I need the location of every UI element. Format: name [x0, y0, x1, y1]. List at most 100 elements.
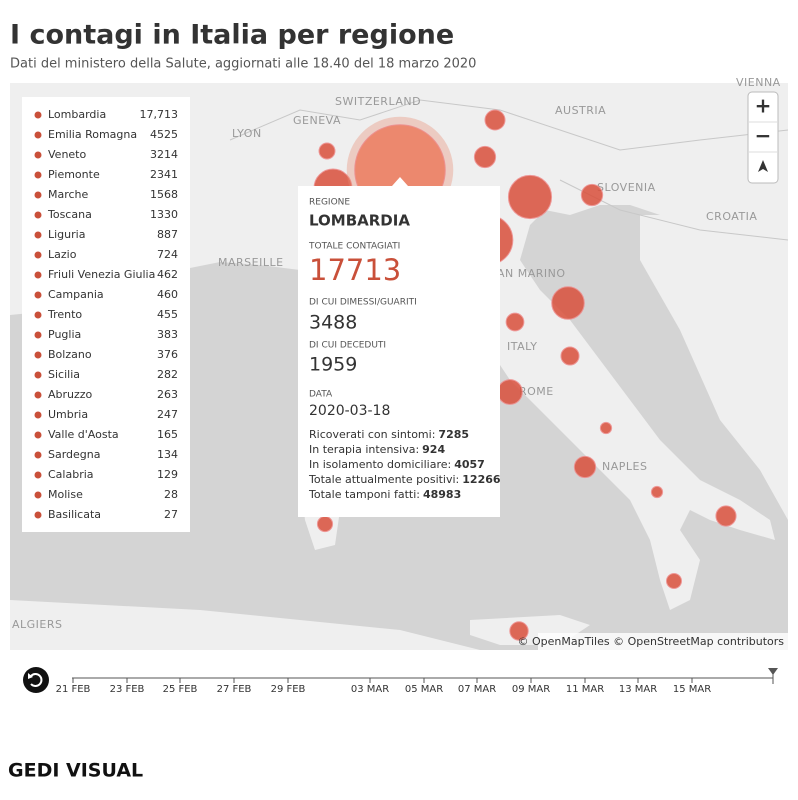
- tooltip-deaths: 1959: [309, 354, 357, 376]
- logo: GEDI VISUAL: [8, 760, 143, 782]
- zoom-controls: + −: [747, 91, 779, 184]
- legend-dot: [34, 111, 42, 119]
- legend-name: Valle d'Aosta: [48, 428, 119, 441]
- legend-value: 134: [157, 448, 178, 461]
- legend-name: Friuli Venezia Giulia: [48, 268, 155, 281]
- timeline: [23, 667, 778, 693]
- bubble: [573, 455, 597, 479]
- legend-name: Marche: [48, 188, 89, 201]
- legend-value: 1568: [150, 188, 178, 201]
- legend-dot: [34, 191, 42, 199]
- legend-dot: [34, 451, 42, 459]
- bubble: [650, 485, 664, 499]
- legend-name: Bolzano: [48, 348, 92, 361]
- legend-value: 247: [157, 408, 178, 421]
- timeline-label: 05 MAR: [405, 684, 443, 695]
- legend-name: Emilia Romagna: [48, 128, 137, 141]
- legend-name: Umbria: [48, 408, 88, 421]
- tooltip-total: 17713: [309, 253, 401, 287]
- place-label: LYON: [232, 127, 262, 140]
- bubble: [505, 312, 525, 332]
- legend-dot: [34, 511, 42, 519]
- legend-dot: [34, 491, 42, 499]
- timeline-labels: 21 FEB 23 FEB 25 FEB 27 FEB 29 FEB 03 MAR 05 M…: [56, 678, 711, 695]
- place-label: SLOVENIA: [597, 181, 656, 194]
- legend-dot: [34, 131, 42, 139]
- tooltip-stat: Ricoverati con sintomi: 7285: [309, 428, 469, 441]
- legend-name: Piemonte: [48, 168, 100, 181]
- timeline-label: 13 MAR: [619, 684, 657, 695]
- legend-name: Campania: [48, 288, 104, 301]
- legend-dot: [34, 251, 42, 259]
- legend-dot: [34, 231, 42, 239]
- bubble: [665, 572, 683, 590]
- legend-dot: [34, 351, 42, 359]
- timeline-label: 15 MAR: [673, 684, 711, 695]
- tooltip: REGIONE LOMBARDIA TOTALE CONTAGIATI 1771…: [298, 177, 501, 517]
- tooltip-label: DI CUI DIMESSI/GUARITI: [309, 298, 417, 308]
- legend-value: 17,713: [140, 108, 179, 121]
- bubble: [715, 505, 737, 527]
- legend-value: 27: [164, 508, 178, 521]
- legend-value: 282: [157, 368, 178, 381]
- timeline-label: 29 FEB: [271, 684, 306, 695]
- timeline-label: 21 FEB: [56, 684, 91, 695]
- legend-name: Sicilia: [48, 368, 80, 381]
- zoom-in[interactable]: +: [755, 94, 772, 118]
- compass[interactable]: [758, 160, 768, 172]
- tooltip-stat: In isolamento domiciliare: 4057: [309, 458, 485, 471]
- stat-value: 924: [422, 443, 445, 456]
- tooltip-stat: Totale attualmente positivi: 12266: [308, 473, 501, 486]
- legend-value: 462: [157, 268, 178, 281]
- legend-value: 263: [157, 388, 178, 401]
- stat-value: 4057: [454, 458, 485, 471]
- legend-dot: [34, 211, 42, 219]
- legend-name: Lombardia: [48, 108, 106, 121]
- stat-label: In terapia intensiva:: [309, 443, 419, 456]
- tooltip-label: DI CUI DECEDUTI: [309, 341, 386, 351]
- place-label: ALGIERS: [12, 618, 63, 631]
- legend-name: Molise: [48, 488, 83, 501]
- bubble: [473, 145, 497, 169]
- bubble: [551, 286, 585, 320]
- legend-dot: [34, 391, 42, 399]
- place-label: NAPLES: [602, 460, 647, 473]
- legend-value: 4525: [150, 128, 178, 141]
- legend-name: Calabria: [48, 468, 94, 481]
- subtitle: Dati del ministero della Salute, aggiorn…: [10, 57, 476, 72]
- place-label: AUSTRIA: [555, 104, 606, 117]
- legend-value: 887: [157, 228, 178, 241]
- replay-button[interactable]: [23, 667, 49, 693]
- bubble: [484, 109, 506, 131]
- zoom-out[interactable]: −: [755, 124, 772, 148]
- tooltip-label: DATA: [309, 390, 333, 400]
- timeline-label: 11 MAR: [566, 684, 604, 695]
- place-label: CROATIA: [706, 210, 757, 223]
- legend-name: Basilicata: [48, 508, 101, 521]
- place-label: SWITZERLAND: [335, 95, 421, 108]
- tooltip-label: REGIONE: [309, 198, 350, 208]
- legend-dot: [34, 171, 42, 179]
- stat-label: Ricoverati con sintomi:: [309, 428, 435, 441]
- place-label: VIENNA: [736, 76, 781, 89]
- legend-value: 1330: [150, 208, 178, 221]
- legend-value: 724: [157, 248, 178, 261]
- tooltip-label: TOTALE CONTAGIATI: [308, 242, 400, 252]
- legend-value: 165: [157, 428, 178, 441]
- stat-label: Totale tamponi fatti:: [308, 488, 420, 501]
- map-labels: SWITZERLAND GENEVA LYON AUSTRIA VIENNA SLOVEN…: [12, 76, 781, 631]
- attribution: © OpenMapTiles © OpenStreetMap contribut…: [518, 635, 785, 648]
- bubble: [507, 174, 553, 220]
- place-label: AN MARINO: [497, 267, 566, 280]
- stat-label: Totale attualmente positivi:: [308, 473, 459, 486]
- legend-value: 3214: [150, 148, 178, 161]
- place-label: MARSEILLE: [218, 256, 284, 269]
- legend-value: 460: [157, 288, 178, 301]
- tooltip-stat: In terapia intensiva: 924: [309, 443, 445, 456]
- bubble: [497, 379, 523, 405]
- bubble: [560, 346, 580, 366]
- tooltip-region: LOMBARDIA: [309, 212, 410, 230]
- legend-name: Lazio: [48, 248, 77, 261]
- legend-value: 129: [157, 468, 178, 481]
